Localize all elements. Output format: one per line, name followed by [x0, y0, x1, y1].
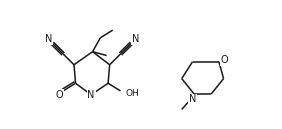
Text: O: O: [221, 55, 228, 65]
Text: N: N: [87, 90, 95, 100]
Text: N: N: [131, 34, 139, 44]
Text: O: O: [56, 90, 63, 100]
Text: N: N: [45, 34, 52, 44]
Text: N: N: [189, 94, 196, 104]
Text: OH: OH: [126, 89, 140, 98]
